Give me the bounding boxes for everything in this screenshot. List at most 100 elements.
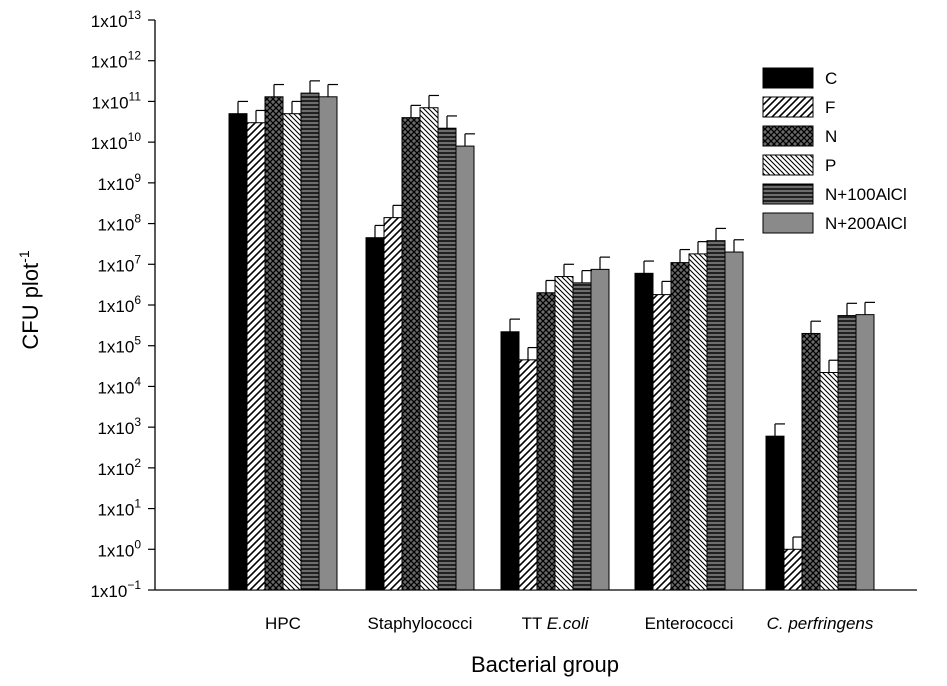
bar: [765, 435, 785, 591]
bar: [706, 240, 726, 591]
y-tick-base: 1x10: [97, 419, 134, 438]
bar: [670, 262, 690, 591]
y-tick-exponent: 9: [134, 171, 141, 185]
x-tick-label-text: Staphylococci: [368, 614, 473, 633]
y-tick-label: 1x103: [97, 415, 141, 438]
error-bars: [237, 80, 875, 550]
x-tick-label-italic: C. perfringens: [767, 614, 874, 633]
bar: [590, 268, 610, 591]
legend-label: N+100AlCl: [825, 185, 907, 204]
x-tick-label: Staphylococci: [368, 614, 473, 633]
y-tick-base: 1x10: [90, 582, 127, 601]
y-tick-base: 1x10: [97, 256, 134, 275]
bar: [228, 113, 248, 591]
y-tick-exponent: 11: [129, 89, 142, 103]
y-tick-exponent: 7: [134, 252, 141, 266]
bars: [228, 92, 875, 591]
y-tick-label: 1x10−1: [90, 578, 141, 601]
y-tick-base: 1x10: [91, 12, 128, 31]
y-tick-base: 1x10: [97, 378, 134, 397]
x-tick-label: Enterococci: [645, 614, 734, 633]
bar: [855, 314, 875, 591]
legend-swatch: [762, 96, 814, 118]
legend-swatch: [762, 183, 814, 205]
bar: [783, 548, 803, 591]
legend-swatch: [762, 67, 814, 89]
legend-label: F: [825, 98, 835, 117]
y-tick-base: 1x10: [97, 216, 134, 235]
y-tick-exponent: 12: [128, 49, 142, 63]
bar: [318, 96, 338, 591]
y-axis-title-text: CFU plot: [18, 263, 43, 350]
y-tick-label: 1x1010: [91, 130, 142, 153]
y-tick-exponent: 6: [134, 293, 141, 307]
x-tick-label-italic: E.coli: [547, 614, 590, 633]
bar: [437, 127, 457, 591]
y-tick-base: 1x10: [97, 338, 134, 357]
y-tick-label: 1x102: [97, 456, 141, 479]
bar: [801, 332, 821, 591]
legend-label: N+200AlCl: [825, 214, 907, 233]
bar: [365, 237, 385, 591]
x-tick-label: C. perfringens: [767, 614, 874, 633]
x-axis-title: Bacterial group: [471, 652, 619, 677]
y-axis-title: CFU plot-1: [16, 250, 43, 349]
bar: [264, 96, 284, 591]
y-tick-base: 1x10: [91, 53, 128, 72]
y-tick-base: 1x10: [92, 93, 129, 112]
y-tick-exponent: 5: [134, 334, 141, 348]
bar: [500, 331, 520, 591]
legend-label: P: [825, 156, 836, 175]
y-tick-label: 1x1012: [91, 49, 142, 72]
y-tick-label: 1x108: [97, 212, 141, 235]
bar: [455, 145, 475, 591]
y-tick-label: 1x104: [97, 374, 141, 397]
bar: [518, 359, 538, 591]
y-tick-exponent: 10: [128, 130, 142, 144]
bar: [688, 253, 708, 591]
y-tick-base: 1x10: [91, 134, 128, 153]
legend-label: N: [825, 127, 837, 146]
bar: [652, 294, 672, 591]
y-tick-label: 1x1011: [92, 89, 142, 112]
y-tick-exponent: 8: [134, 212, 141, 226]
x-tick-label-text: HPC: [265, 614, 301, 633]
bar: [572, 282, 592, 591]
y-tick-exponent: 0: [134, 537, 141, 551]
y-tick-exponent: 2: [134, 456, 141, 470]
y-tick-exponent: 1: [134, 497, 141, 511]
x-tick-label-text: TT: [522, 614, 547, 633]
x-tick-label-text: Enterococci: [645, 614, 734, 633]
bar: [383, 217, 403, 591]
y-tick-label: 1x109: [97, 171, 141, 194]
y-tick-label: 1x101: [97, 497, 141, 520]
bar: [300, 92, 320, 591]
y-tick-exponent: −1: [127, 578, 141, 592]
y-axis-title-sup: -1: [16, 250, 32, 263]
x-tick-label: HPC: [265, 614, 301, 633]
bar: [554, 276, 574, 591]
bar: [837, 315, 857, 591]
bar: [536, 292, 556, 591]
bar: [419, 107, 439, 591]
x-axis-tick-labels: HPC Staphylococci TT E.coli Enterococci C. p…: [265, 614, 874, 633]
y-tick-exponent: 3: [134, 415, 141, 429]
bar: [246, 122, 266, 591]
legend-swatch: [762, 125, 814, 147]
y-tick-exponent: 13: [128, 8, 142, 22]
legend-swatch: [762, 154, 814, 176]
legend-swatch: [762, 212, 814, 234]
y-tick-label: 1x105: [97, 334, 141, 357]
x-tick-label: TT E.coli: [522, 614, 590, 633]
y-tick-exponent: 4: [134, 374, 141, 388]
y-tick-label: 1x107: [97, 252, 141, 275]
y-tick-label: 1x100: [97, 537, 141, 560]
y-tick-base: 1x10: [97, 460, 134, 479]
y-tick-base: 1x10: [97, 541, 134, 560]
y-axis-ticks: 1x10−11x1001x1011x1021x1031x1041x1051x10…: [90, 8, 155, 601]
y-tick-base: 1x10: [97, 297, 134, 316]
bar: [634, 272, 654, 591]
